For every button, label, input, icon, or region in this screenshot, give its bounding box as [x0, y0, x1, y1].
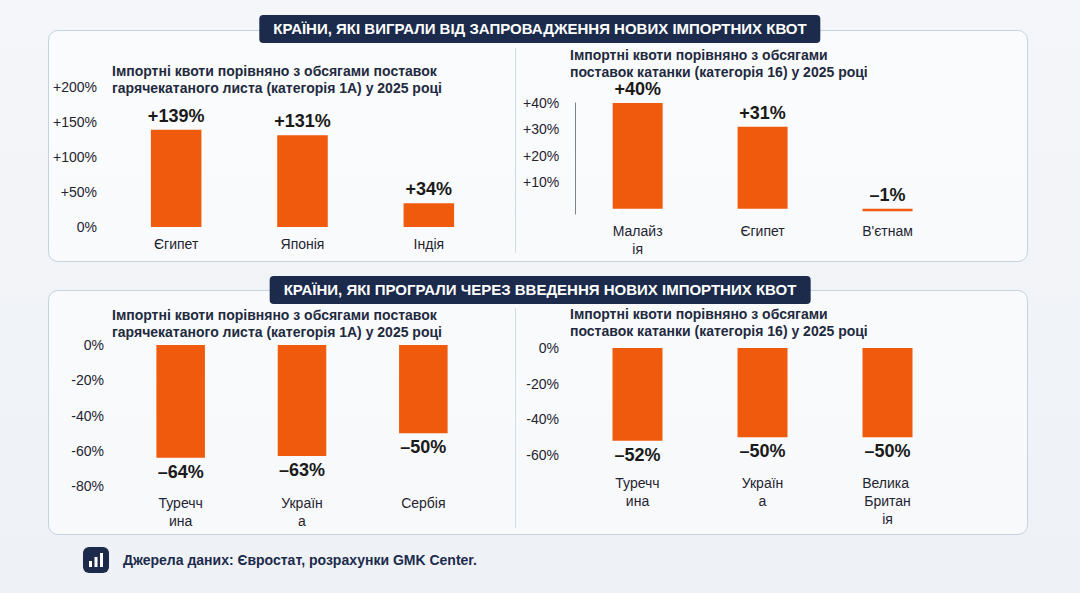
svg-text:+10%: +10%	[523, 174, 559, 190]
svg-text:+40%: +40%	[614, 80, 661, 99]
html-text:Імпортні квоти порівняно з обс: Імпортні квоти порівняно з обсягами пост…	[112, 63, 442, 96]
svg-text:+131%: +131%	[274, 111, 331, 131]
svg-text:-60%: -60%	[526, 447, 559, 463]
svg-text:–1%: –1%	[870, 185, 906, 205]
html-text:Імпортні квоти порівняно з обс: Імпортні квоти порівняно з обсягами пост…	[112, 307, 442, 340]
svg-text:-40%: -40%	[526, 411, 559, 427]
svg-text:-20%: -20%	[71, 372, 104, 388]
html-text:КРАЇНИ, ЯКІ ПРОГРАЛИ ЧЕРЕЗ ВВЕ: КРАЇНИ, ЯКІ ПРОГРАЛИ ЧЕРЕЗ ВВЕДЕННЯ НОВИ…	[283, 281, 797, 298]
svg-text:–50%: –50%	[400, 437, 446, 457]
svg-text:+50%: +50%	[61, 184, 97, 200]
svg-text:-60%: -60%	[71, 443, 104, 459]
svg-text:+34%: +34%	[406, 179, 453, 199]
html-text:КРАЇНИ, ЯКІ ВИГРАЛИ ВІД ЗАПРОВ: КРАЇНИ, ЯКІ ВИГРАЛИ ВІД ЗАПРОВАДЖЕННЯ НО…	[273, 20, 807, 37]
svg-text:0%: 0%	[84, 337, 104, 353]
svg-text:–52%: –52%	[614, 445, 660, 465]
svg-text:Сербія: Сербія	[401, 495, 445, 511]
svg-text:В'єтнам: В'єтнам	[862, 223, 913, 239]
svg-text:Малайз: Малайз	[613, 223, 663, 239]
svg-text:Україн: Україн	[742, 475, 784, 491]
svg-text:+139%: +139%	[148, 106, 205, 126]
html-text:Імпортні квоти порівняно з обс: Імпортні квоти порівняно з обсягами пост…	[570, 306, 868, 339]
svg-text:+100%: +100%	[53, 149, 97, 165]
svg-text:ія: ія	[632, 241, 643, 257]
svg-text:–50%: –50%	[739, 441, 785, 461]
svg-text:а: а	[759, 493, 767, 509]
svg-text:Туречч: Туречч	[615, 475, 659, 491]
svg-text:ина: ина	[626, 493, 650, 509]
svg-text:+31%: +31%	[739, 103, 786, 123]
svg-text:+20%: +20%	[523, 148, 559, 164]
svg-text:ина: ина	[169, 513, 193, 529]
svg-text:Туречч: Туречч	[159, 495, 203, 511]
svg-text:Єгипет: Єгипет	[740, 223, 785, 239]
svg-text:Єгипет: Єгипет	[154, 236, 199, 252]
svg-text:0%: 0%	[539, 340, 559, 356]
svg-text:Індія: Індія	[414, 236, 444, 252]
svg-text:+150%: +150%	[53, 114, 97, 130]
svg-text:0%: 0%	[77, 219, 97, 235]
svg-text:Велика: Велика	[862, 475, 913, 491]
svg-text:Японія: Японія	[281, 236, 325, 252]
svg-text:+40%: +40%	[523, 95, 559, 111]
html-text:Джерела даних: Євростат, розра: Джерела даних: Євростат, розрахунки GMK …	[123, 552, 477, 568]
svg-text:Британ: Британ	[864, 493, 911, 509]
svg-text:-40%: -40%	[71, 408, 104, 424]
svg-text:+30%: +30%	[523, 121, 559, 137]
svg-text:Україн: Україн	[281, 495, 323, 511]
html-text:Імпортні квоти порівняно з обс: Імпортні квоти порівняно з обсягами пост…	[570, 47, 868, 80]
svg-text:–50%: –50%	[864, 441, 910, 461]
svg-text:–63%: –63%	[279, 460, 325, 480]
svg-text:–64%: –64%	[158, 462, 204, 482]
svg-text:+200%: +200%	[53, 79, 97, 95]
svg-text:ія: ія	[882, 511, 893, 527]
svg-text:-80%: -80%	[71, 478, 104, 494]
svg-text:-20%: -20%	[526, 376, 559, 392]
svg-text:а: а	[298, 513, 306, 529]
